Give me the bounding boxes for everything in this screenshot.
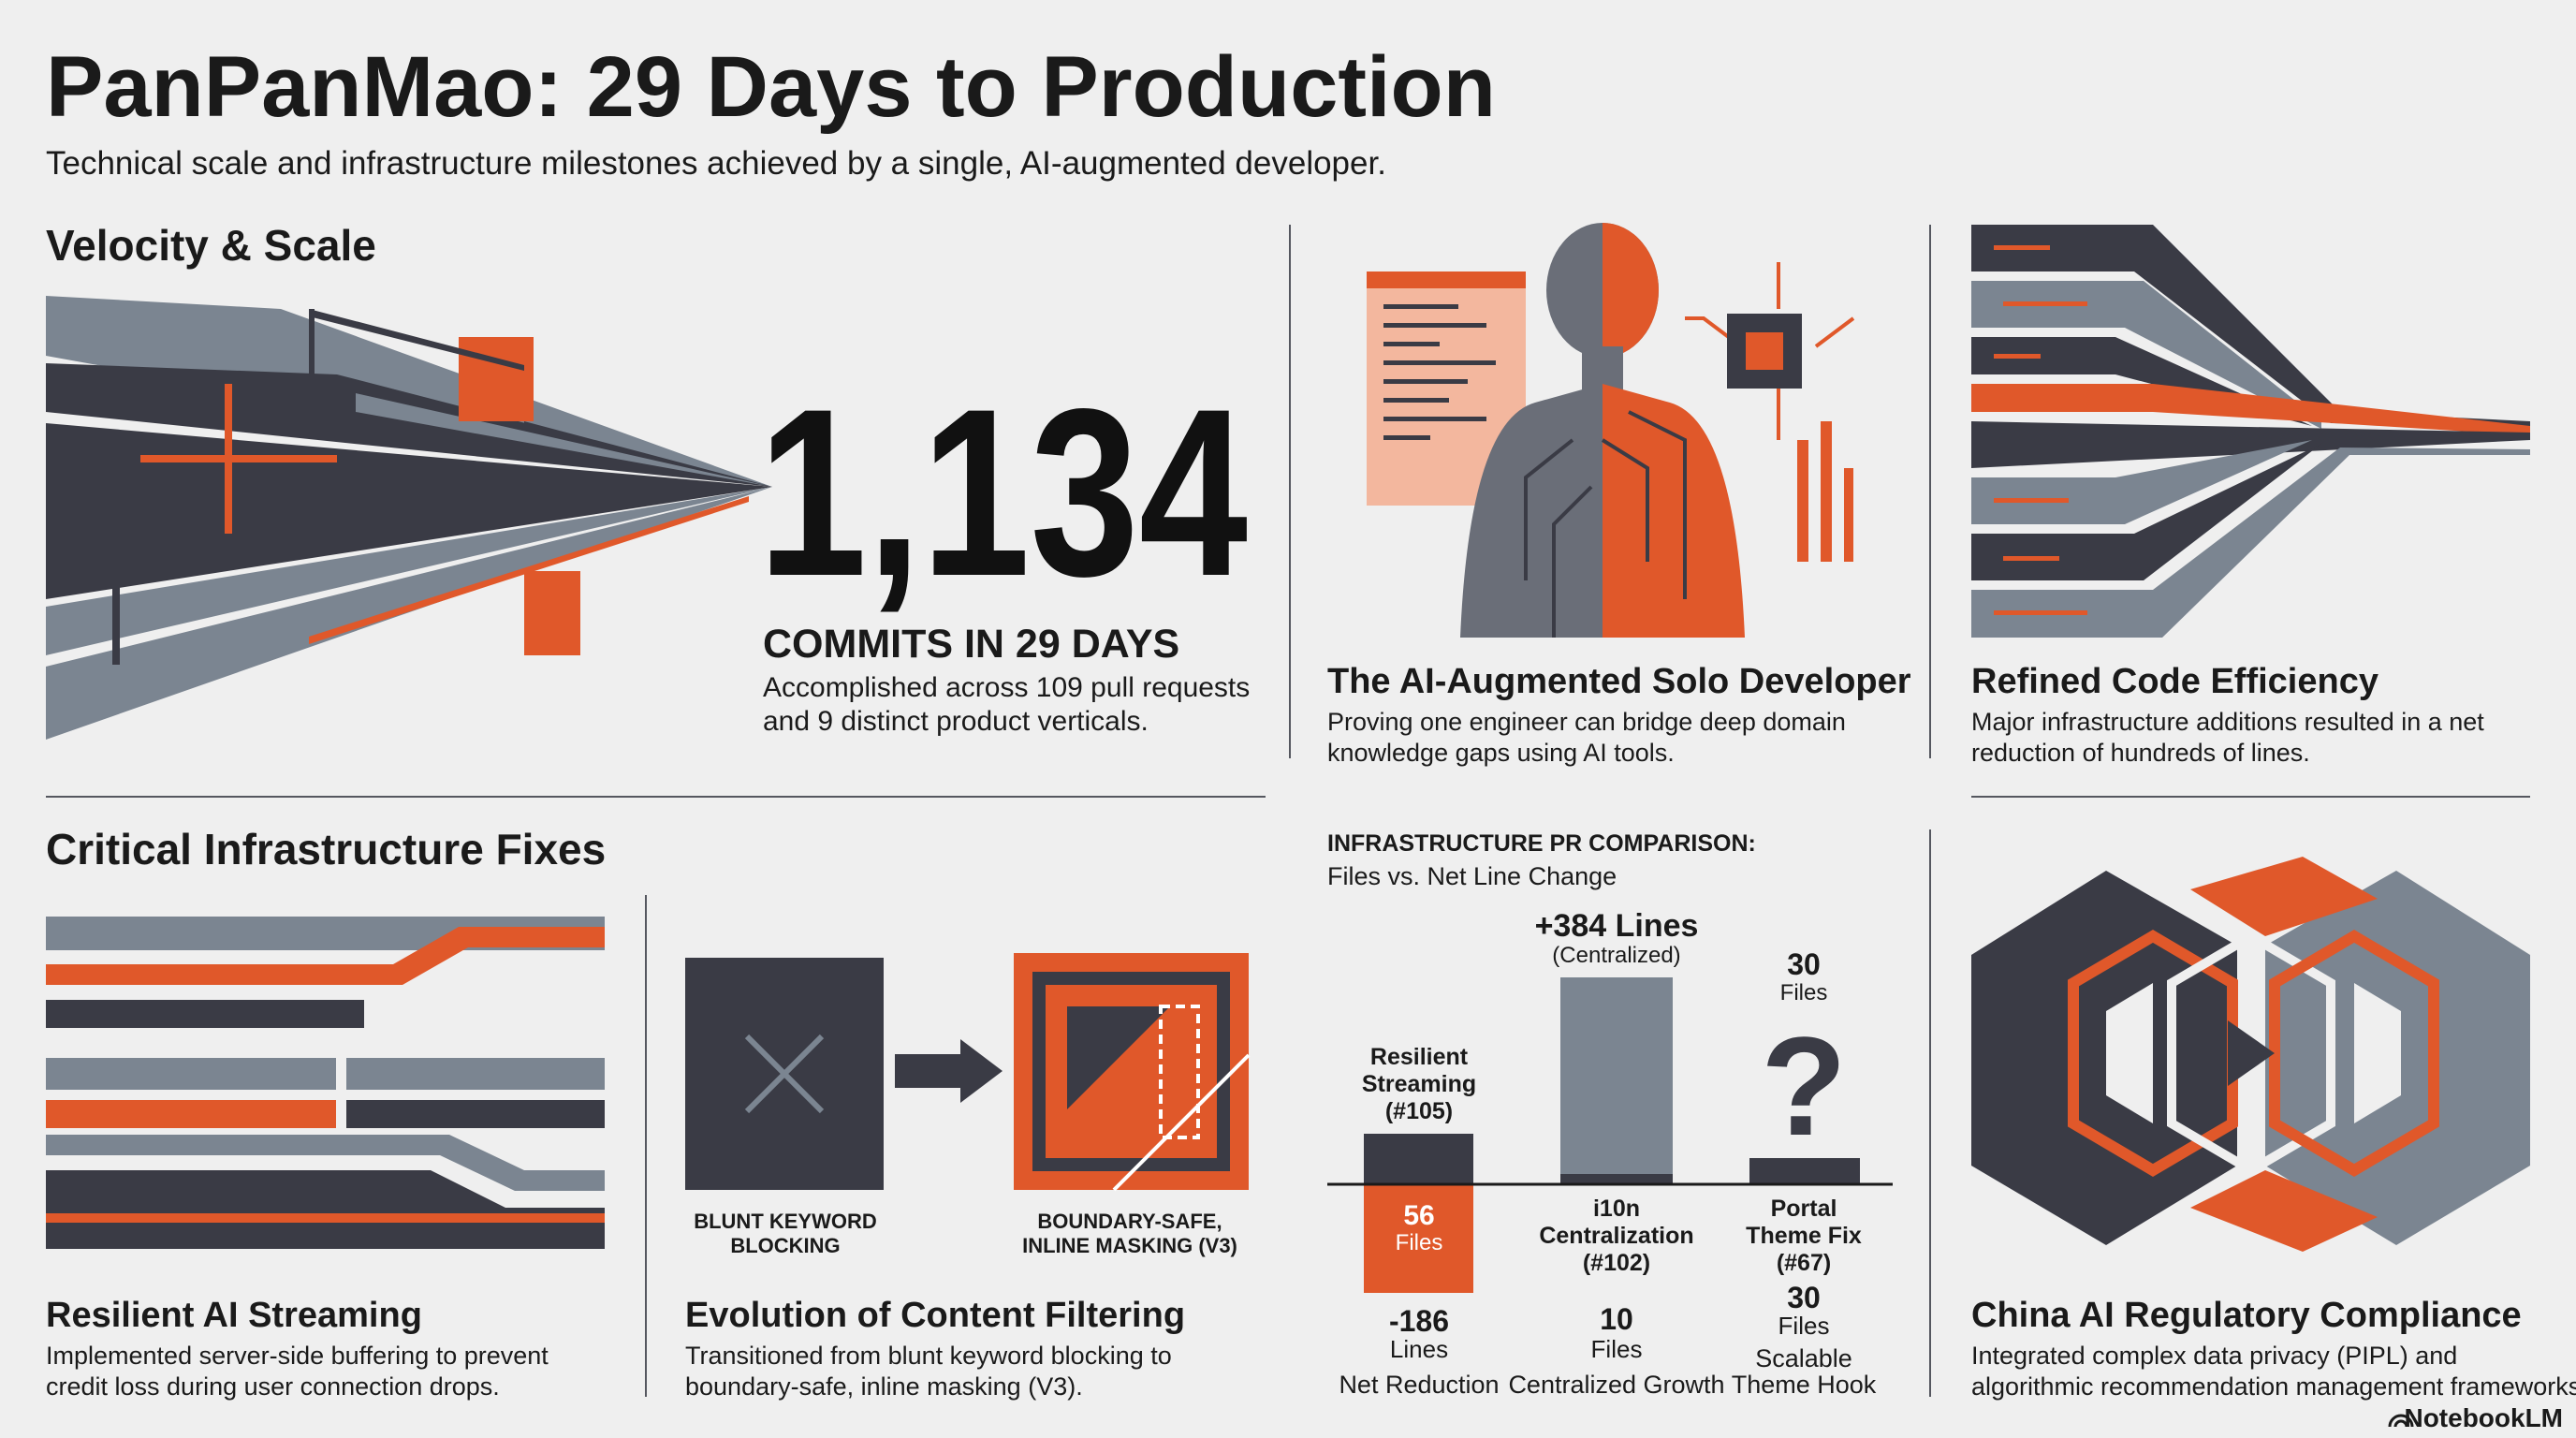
chart-subtitle: Files vs. Net Line Change (1327, 862, 1617, 890)
item-subhead: (Centralized) (1552, 943, 1680, 968)
item-note: Theme Hook (1732, 1371, 1877, 1399)
velocity-graphic (46, 296, 772, 740)
card-title: Refined Code Efficiency (1971, 662, 2378, 701)
card-description: algorithmic recommendation management fr… (1971, 1372, 2576, 1401)
item-name: (#102) (1583, 1250, 1650, 1276)
card-title: China AI Regulatory Compliance (1971, 1296, 2522, 1335)
big-number: 1,134 (758, 360, 1248, 626)
hexagon-graphic (1971, 857, 2530, 1252)
card-description: Implemented server-side buffering to pre… (46, 1342, 549, 1370)
card-description: knowledge gaps using AI tools. (1327, 739, 1675, 767)
item-value: -186 (1389, 1304, 1449, 1338)
item-headline: +384 Lines (1535, 908, 1699, 944)
item-unit: Lines (1390, 1335, 1448, 1363)
item-subhead: Files (1780, 980, 1828, 1005)
brand: NotebookLM (2404, 1403, 2563, 1432)
card-description: Transitioned from blunt keyword blocking… (685, 1342, 1172, 1370)
filtering-graphic (685, 953, 1251, 1192)
item-value: 30 (1787, 1281, 1821, 1314)
item-name: (#67) (1777, 1250, 1831, 1276)
card-description: Integrated complex data privacy (PIPL) a… (1971, 1342, 2457, 1370)
card-description: boundary-safe, inline masking (V3). (685, 1372, 1083, 1401)
graphic-label: BOUNDARY-SAFE, (1037, 1210, 1222, 1233)
card-title: The AI-Augmented Solo Developer (1327, 662, 1911, 701)
item-note: Scalable (1755, 1344, 1852, 1372)
bar-label: 56 (1403, 1200, 1434, 1231)
dividers (46, 225, 2530, 1397)
graphic-label: BLUNT KEYWORD (694, 1210, 877, 1233)
item-name: Streaming (1362, 1071, 1476, 1097)
streaming-graphic (46, 917, 605, 1249)
question-mark: ? (1761, 1007, 1847, 1165)
graphic-label: INLINE MASKING (V3) (1022, 1234, 1237, 1257)
item-name: (#105) (1385, 1098, 1453, 1124)
section-heading: Critical Infrastructure Fixes (46, 825, 606, 873)
item-name: Resilient (1370, 1044, 1469, 1070)
card-description: Proving one engineer can bridge deep dom… (1327, 708, 1846, 736)
graphic-label: BLOCKING (730, 1234, 840, 1257)
item-note: Centralized Growth (1508, 1371, 1724, 1399)
section-heading: Velocity & Scale (46, 221, 376, 270)
card-title: Resilient AI Streaming (46, 1296, 422, 1335)
subtitle: Technical scale and infrastructure miles… (46, 145, 1386, 182)
item-note: Net Reduction (1339, 1371, 1499, 1399)
item-name: i10n (1593, 1196, 1640, 1222)
title: PanPanMao: 29 Days to Production (46, 39, 1496, 135)
description: and 9 distinct product verticals. (763, 706, 1149, 737)
item-name: Portal (1771, 1196, 1837, 1222)
brand-icon (2388, 1414, 2414, 1428)
item-unit: Files (1778, 1312, 1830, 1340)
bar-label: Files (1396, 1230, 1443, 1255)
item-unit: Files (1591, 1335, 1643, 1363)
description: Accomplished across 109 pull requests (763, 672, 1250, 703)
card-description: reduction of hundreds of lines. (1971, 739, 2310, 767)
item-headline: 30 (1787, 947, 1821, 981)
card-description: credit loss during user connection drops… (46, 1372, 500, 1401)
card-description: Major infrastructure additions resulted … (1971, 708, 2484, 736)
developer-illustration (1367, 223, 1855, 638)
card-title: Evolution of Content Filtering (685, 1296, 1185, 1335)
item-name: Theme Fix (1746, 1223, 1862, 1249)
efficiency-graphic (1971, 225, 2530, 638)
pr-bars (1327, 977, 1893, 1293)
chart-title: INFRASTRUCTURE PR COMPARISON: (1327, 830, 1756, 857)
item-name: Centralization (1539, 1223, 1693, 1249)
item-value: 10 (1600, 1302, 1633, 1336)
caption: COMMITS IN 29 DAYS (763, 622, 1179, 667)
